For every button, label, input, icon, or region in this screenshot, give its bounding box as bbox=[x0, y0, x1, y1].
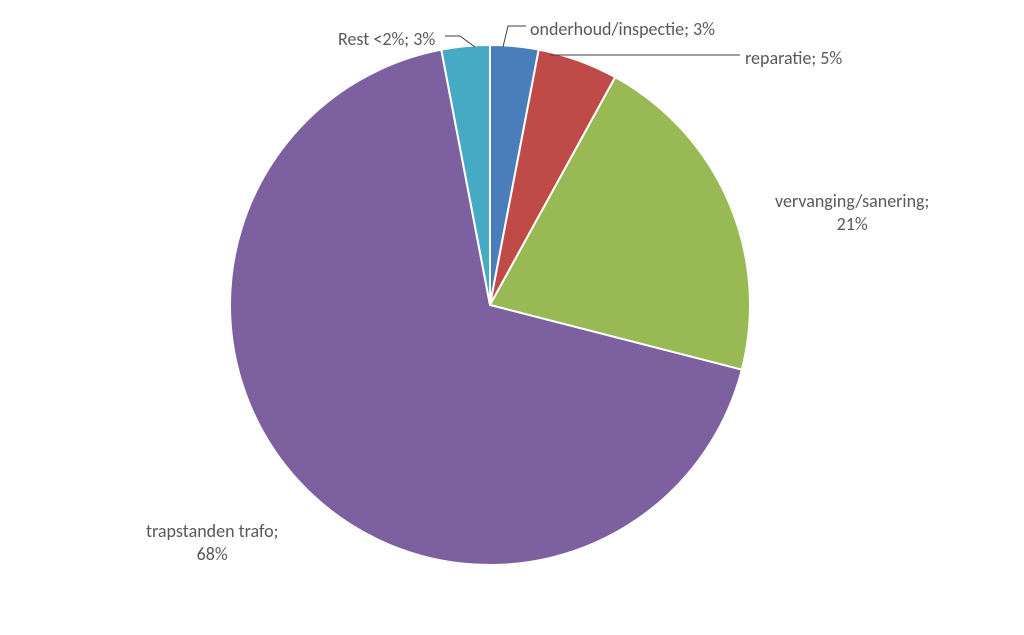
label-vervanging-sanering: vervanging/sanering; 21% bbox=[775, 190, 929, 235]
label-rest: Rest <2%; 3% bbox=[338, 28, 435, 51]
label-trapstanden-trafo: trapstanden trafo; 68% bbox=[146, 520, 278, 565]
pie-chart: onderhoud/inspectie; 3% reparatie; 5% ve… bbox=[0, 0, 1024, 635]
label-reparatie: reparatie; 5% bbox=[745, 47, 842, 70]
label-onderhoud-inspectie: onderhoud/inspectie; 3% bbox=[530, 18, 715, 41]
